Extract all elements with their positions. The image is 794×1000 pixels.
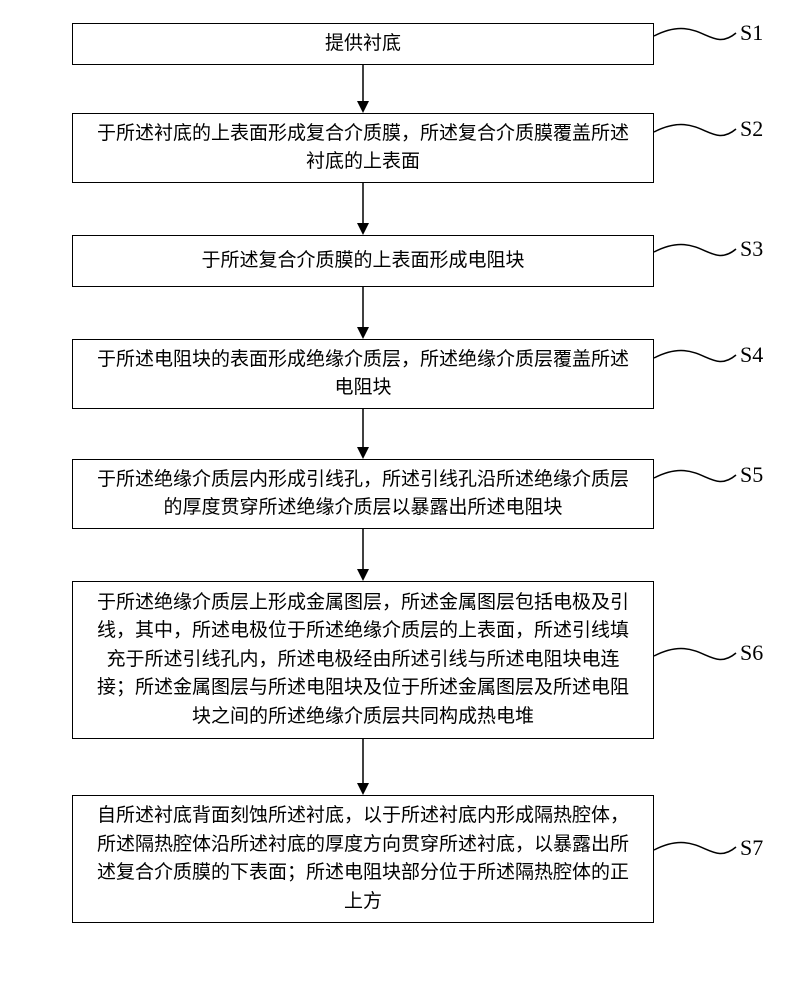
arrow-6 xyxy=(0,0,794,1000)
